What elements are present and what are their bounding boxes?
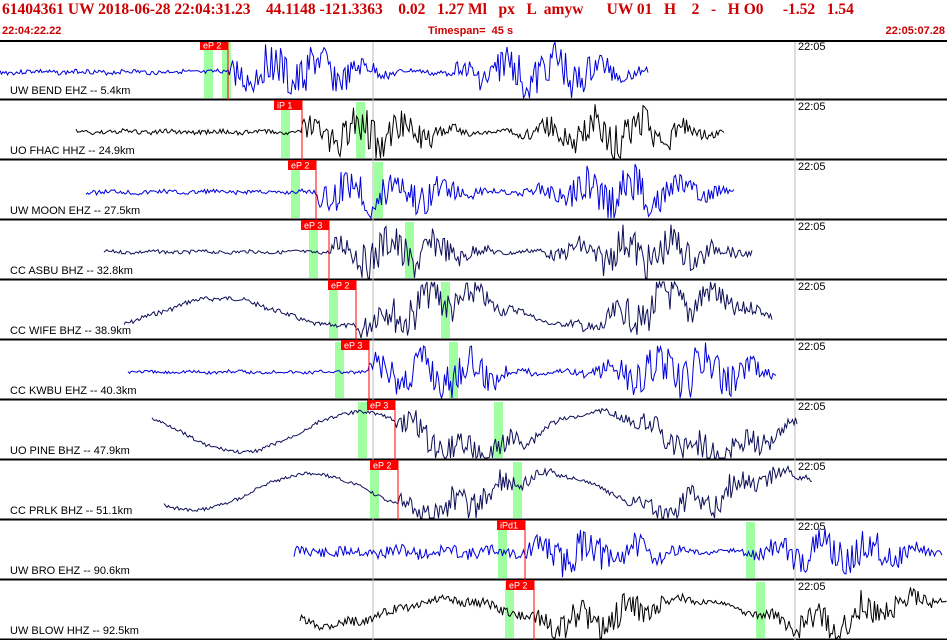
window-marker[interactable] [358, 402, 367, 458]
pick-flag[interactable] [328, 280, 356, 290]
window-marker[interactable] [309, 222, 318, 278]
pick-flag[interactable] [274, 100, 302, 110]
seismogram-track[interactable]: eP 2 [0, 460, 947, 521]
station-label: CC WIFE BHZ -- 38.9km [10, 325, 132, 337]
pick-flag[interactable] [367, 400, 395, 410]
pick-label: eP 2 [331, 281, 349, 291]
pick-label: iPd1 [500, 521, 518, 531]
start-time: 22:04:22.22 [2, 25, 62, 37]
station-label: UO FHAC HHZ -- 24.9km [10, 145, 135, 157]
station-label: CC KWBU EHZ -- 40.3km [10, 385, 137, 397]
window-marker[interactable] [513, 462, 522, 518]
event-title: 61404361 UW 2018-06-28 22:04:31.23 44.11… [2, 1, 854, 18]
seismogram-track[interactable]: eP 3 [0, 340, 947, 401]
waveform-trace [85, 163, 735, 220]
window-marker[interactable] [494, 402, 503, 458]
time-tick-label: 22:05 [798, 581, 826, 593]
waveform-trace [151, 407, 798, 460]
window-marker[interactable] [374, 162, 383, 218]
station-label: UW BRO EHZ -- 90.6km [10, 565, 130, 577]
end-time: 22:05:07.28 [885, 25, 945, 37]
seismogram-track[interactable]: eP 2 [0, 40, 947, 101]
pick-flag[interactable] [497, 520, 525, 530]
waveform-trace [299, 587, 947, 640]
time-tick-label: 22:05 [798, 521, 826, 533]
waveform-trace [127, 342, 777, 400]
waveform-trace [163, 464, 813, 520]
station-label: UO PINE BHZ -- 47.9km [10, 445, 130, 457]
header: 61404361 UW 2018-06-28 22:04:31.23 44.11… [0, 0, 947, 40]
pick-label: eP 2 [373, 461, 391, 471]
window-marker[interactable] [335, 342, 344, 398]
waveform-trace [103, 224, 753, 279]
timespan-label: Timespan= 45 s [428, 25, 514, 37]
window-marker[interactable] [291, 162, 300, 218]
window-marker[interactable] [329, 282, 338, 338]
pick-label: eP 2 [291, 161, 309, 171]
pick-label: eP 3 [370, 401, 388, 411]
time-tick-label: 22:05 [798, 221, 826, 233]
station-label: CC ASBU BHZ -- 32.8km [10, 265, 133, 277]
pick-flag[interactable] [301, 220, 329, 230]
station-label: UW BEND EHZ -- 5.4km [10, 85, 131, 97]
time-tick-label: 22:05 [798, 281, 826, 293]
waveform-trace [75, 104, 725, 160]
seismogram-track[interactable]: eP 3 [0, 400, 947, 461]
seismogram-track[interactable]: eP 2 [0, 280, 947, 341]
pick-flag[interactable] [200, 40, 228, 50]
time-tick-label: 22:05 [798, 101, 826, 113]
pick-label: eP 3 [304, 221, 322, 231]
seismogram-track[interactable]: iPd1 [0, 520, 947, 581]
seismogram-panel[interactable]: eP 2 iP 1 eP 2 eP 3 eP 2 eP 3 eP 3 eP 2 iPd1 eP 2 [0, 40, 947, 640]
waveform-trace [123, 280, 773, 339]
pick-flag[interactable] [506, 580, 534, 590]
seismogram-track[interactable]: eP 2 [0, 160, 947, 221]
seismogram-track[interactable]: eP 3 [0, 220, 947, 281]
seismogram-track[interactable]: iP 1 [0, 100, 947, 161]
pick-flag[interactable] [288, 160, 316, 170]
waveform-trace [0, 41, 649, 100]
time-tick-label: 22:05 [798, 161, 826, 173]
window-marker[interactable] [370, 462, 379, 518]
waveform-trace [293, 528, 943, 578]
time-tick-label: 22:05 [798, 41, 826, 53]
pick-label: eP 2 [509, 581, 527, 591]
time-tick-label: 22:05 [798, 401, 826, 413]
time-tick-label: 22:05 [798, 461, 826, 473]
pick-flag[interactable] [341, 340, 369, 350]
time-tick-label: 22:05 [798, 341, 826, 353]
window-marker[interactable] [281, 102, 290, 158]
station-label: CC PRLK BHZ -- 51.1km [10, 505, 133, 517]
pick-label: iP 1 [277, 101, 292, 111]
window-marker[interactable] [498, 522, 507, 578]
window-marker[interactable] [222, 42, 231, 98]
pick-label: eP 3 [344, 341, 362, 351]
station-label: UW BLOW HHZ -- 92.5km [10, 625, 139, 637]
pick-label: eP 2 [203, 41, 221, 51]
window-marker[interactable] [356, 102, 365, 158]
window-marker[interactable] [756, 582, 765, 638]
window-marker[interactable] [449, 342, 458, 398]
window-marker[interactable] [505, 582, 514, 638]
pick-flag[interactable] [370, 460, 398, 470]
station-label: UW MOON EHZ -- 27.5km [10, 205, 141, 217]
window-marker[interactable] [746, 522, 755, 578]
